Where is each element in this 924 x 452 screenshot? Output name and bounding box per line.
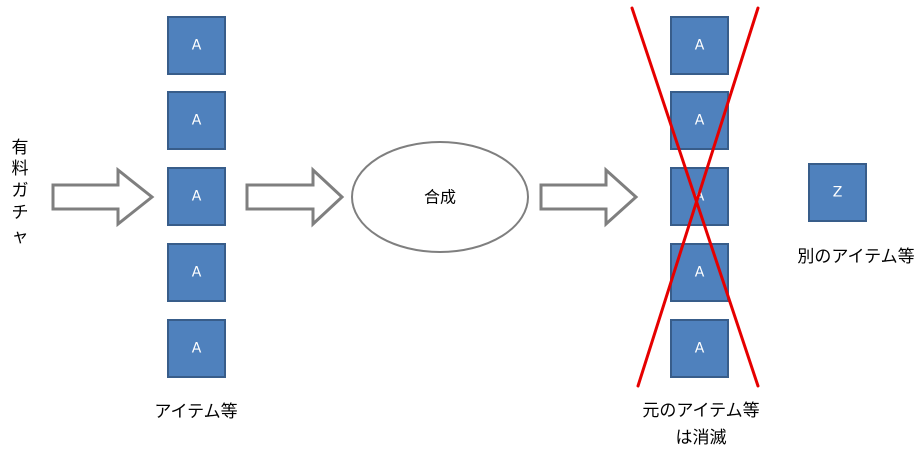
arrow-right-icon (245, 166, 345, 228)
item-label: A (695, 341, 705, 357)
item-box: A (167, 16, 226, 75)
source-label-char-5: ャ (12, 227, 29, 247)
item-label: A (192, 189, 202, 205)
arrow-right-icon (51, 166, 155, 228)
item-label: A (192, 38, 202, 54)
item-stack-left-caption: アイテム等 (154, 402, 237, 422)
item-stack-right-caption-line-2: は消滅 (676, 428, 727, 448)
source-label-char-1: 有 (12, 138, 29, 158)
item-box: A (167, 319, 226, 378)
source-label-char-4: チ (12, 203, 29, 223)
synthesis-ellipse (351, 141, 529, 253)
source-label-char-3: ガ (12, 181, 29, 201)
item-box: A (167, 167, 226, 226)
item-box: A (167, 91, 226, 150)
item-box: A (670, 319, 729, 378)
synthesis-label: 合成 (424, 188, 456, 207)
item-stack-right-caption-line-1: 元のアイテム等 (642, 401, 759, 421)
source-label-char-2: 料 (12, 159, 29, 179)
item-label: A (695, 113, 705, 129)
source-label: 有 料 ガ チ ャ (12, 138, 29, 247)
item-label: A (192, 113, 202, 129)
arrow-right-icon (539, 166, 639, 228)
item-box: A (167, 243, 226, 302)
item-label: A (192, 341, 202, 357)
item-label: A (192, 265, 202, 281)
item-stack-left: A A A A A (167, 16, 226, 378)
result-caption: 別のアイテム等 (797, 247, 914, 267)
item-box: A (670, 16, 729, 75)
item-label: A (695, 265, 705, 281)
cross-out-icon (630, 6, 760, 388)
item-box: A (670, 91, 729, 150)
result-item-box: Z (808, 163, 867, 222)
item-label: A (695, 38, 705, 54)
result-item-label: Z (833, 185, 843, 201)
